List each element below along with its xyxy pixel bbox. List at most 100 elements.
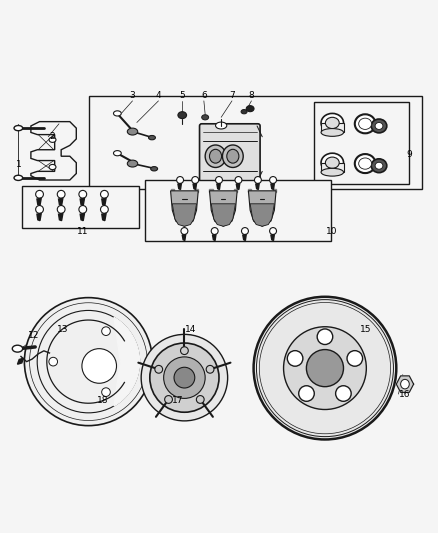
Ellipse shape: [206, 366, 214, 373]
Ellipse shape: [371, 159, 387, 173]
Ellipse shape: [82, 349, 117, 383]
Ellipse shape: [150, 343, 219, 412]
Ellipse shape: [113, 151, 121, 156]
Ellipse shape: [155, 366, 162, 373]
Polygon shape: [212, 235, 216, 240]
Text: 13: 13: [57, 325, 68, 334]
Ellipse shape: [215, 122, 227, 129]
Polygon shape: [170, 189, 173, 192]
Ellipse shape: [401, 379, 409, 389]
Ellipse shape: [347, 351, 363, 366]
Polygon shape: [178, 183, 181, 190]
Polygon shape: [211, 204, 236, 227]
Ellipse shape: [180, 347, 188, 354]
Ellipse shape: [246, 106, 254, 112]
Ellipse shape: [227, 149, 239, 163]
Polygon shape: [172, 204, 197, 227]
Ellipse shape: [35, 206, 43, 213]
Polygon shape: [217, 183, 220, 190]
Ellipse shape: [375, 123, 383, 130]
Text: 7: 7: [229, 91, 235, 100]
Polygon shape: [59, 213, 63, 221]
Text: 17: 17: [172, 396, 184, 405]
Ellipse shape: [100, 190, 108, 198]
Ellipse shape: [113, 111, 121, 116]
Polygon shape: [80, 198, 85, 206]
Text: 11: 11: [77, 228, 88, 237]
Ellipse shape: [49, 357, 57, 366]
Ellipse shape: [79, 190, 87, 198]
Ellipse shape: [270, 228, 276, 235]
Polygon shape: [209, 189, 212, 192]
Ellipse shape: [235, 176, 242, 183]
Ellipse shape: [325, 157, 339, 168]
Polygon shape: [234, 189, 237, 192]
Ellipse shape: [100, 206, 108, 213]
Ellipse shape: [14, 175, 23, 181]
Ellipse shape: [241, 228, 248, 235]
Polygon shape: [102, 198, 106, 206]
Ellipse shape: [12, 345, 23, 352]
Polygon shape: [195, 189, 198, 192]
Ellipse shape: [174, 367, 195, 388]
Text: 5: 5: [180, 91, 185, 100]
Bar: [22, 187, 139, 228]
Polygon shape: [248, 189, 251, 192]
Polygon shape: [271, 183, 274, 190]
Text: 14: 14: [185, 325, 197, 334]
Ellipse shape: [196, 395, 204, 403]
Ellipse shape: [165, 395, 173, 403]
Ellipse shape: [241, 109, 247, 114]
Ellipse shape: [49, 137, 56, 142]
Bar: [321, 163, 343, 172]
Ellipse shape: [254, 297, 396, 440]
Ellipse shape: [299, 386, 314, 401]
Ellipse shape: [287, 351, 303, 366]
Ellipse shape: [254, 176, 261, 183]
Bar: [321, 123, 343, 132]
FancyBboxPatch shape: [200, 124, 260, 184]
Polygon shape: [37, 198, 41, 206]
Text: 10: 10: [326, 228, 337, 237]
Ellipse shape: [325, 117, 339, 128]
Bar: [89, 96, 422, 189]
Polygon shape: [248, 191, 276, 227]
Ellipse shape: [270, 176, 276, 183]
Polygon shape: [243, 235, 246, 240]
Ellipse shape: [192, 176, 199, 183]
Ellipse shape: [181, 228, 188, 235]
Ellipse shape: [49, 165, 56, 169]
Polygon shape: [193, 183, 197, 190]
Ellipse shape: [164, 357, 205, 398]
Ellipse shape: [321, 168, 343, 176]
Ellipse shape: [79, 206, 87, 213]
Ellipse shape: [127, 128, 138, 135]
Polygon shape: [236, 183, 240, 190]
Ellipse shape: [321, 114, 343, 132]
Polygon shape: [271, 235, 274, 240]
Text: 1: 1: [16, 160, 22, 169]
Ellipse shape: [14, 126, 23, 131]
Ellipse shape: [202, 115, 208, 120]
Bar: [145, 180, 332, 240]
Polygon shape: [256, 183, 259, 190]
Text: 12: 12: [28, 331, 39, 340]
Ellipse shape: [321, 128, 343, 136]
Ellipse shape: [223, 145, 243, 167]
Text: 2: 2: [49, 132, 55, 141]
Ellipse shape: [317, 329, 333, 344]
Ellipse shape: [375, 162, 383, 169]
Ellipse shape: [215, 176, 223, 183]
Text: 4: 4: [155, 91, 161, 100]
Ellipse shape: [127, 160, 138, 167]
Ellipse shape: [209, 149, 222, 163]
Text: 6: 6: [201, 91, 207, 100]
Polygon shape: [182, 235, 186, 240]
Polygon shape: [37, 213, 41, 221]
Polygon shape: [170, 191, 198, 227]
Text: 15: 15: [360, 325, 372, 334]
Ellipse shape: [359, 158, 372, 169]
Ellipse shape: [205, 145, 226, 167]
Ellipse shape: [355, 154, 375, 173]
Ellipse shape: [35, 190, 43, 198]
